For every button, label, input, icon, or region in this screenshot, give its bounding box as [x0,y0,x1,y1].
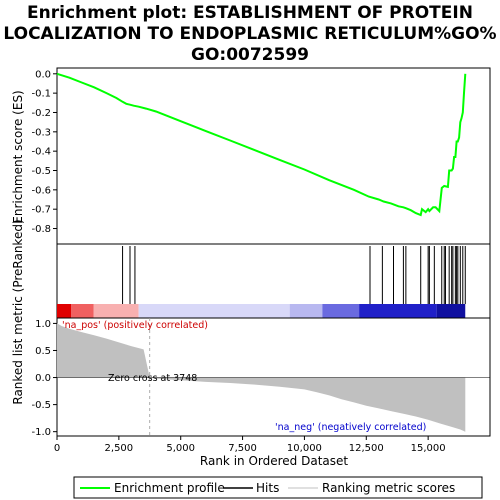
x-tick-label: 15,000 [411,443,446,454]
heatbar-segment [138,304,290,318]
es-y-ticks: 0.0 -0.1 -0.2 -0.3 -0.4 -0.5 -0.6 -0.7 -0.8 [31,69,57,235]
x-tick-label: 10,000 [287,443,322,454]
ranked-y-tick-label: 0.5 [35,346,51,357]
heatbar-segment [57,304,72,318]
ranked-y-tick-label: 0.0 [35,373,51,384]
es-y-tick-label: -0.2 [31,108,51,119]
hit-markers [122,246,466,304]
es-y-tick-label: -0.6 [31,185,51,196]
ranked-y-ticks: 1.0 0.5 0.0 -0.5 -1.0 [31,319,57,438]
zero-cross-label: Zero cross at 3748 [108,373,197,384]
es-y-tick-label: -0.5 [31,166,51,177]
x-tick-label: 2,500 [105,443,134,454]
x-tick-label: 12,500 [349,443,384,454]
heatbar-segment [93,304,139,318]
ranked-y-axis-label: Ranked list metric (PreRanked) [11,219,25,404]
heatbar-segment [71,304,94,318]
heatbar-segment [436,304,466,318]
legend-hits-label: Hits [256,481,279,495]
x-axis-ticks: 0 2,500 5,000 7,500 10,000 12,500 15,000 [54,436,446,454]
ranking-heatbar [57,304,466,318]
negative-correlation-label: 'na_neg' (negatively correlated) [275,422,426,433]
enrichment-profile-line [56,72,467,217]
ranked-y-tick-label: -0.5 [31,400,51,411]
es-y-tick-label: -0.4 [31,147,51,158]
legend-ranking-label: Ranking metric scores [322,481,455,495]
es-panel-frame [56,67,491,245]
es-y-axis-label: Enrichment score (ES) [11,90,25,223]
x-axis-label: Rank in Ordered Dataset [200,454,348,468]
es-y-tick-label: -0.1 [31,89,51,100]
legend-box [73,476,483,499]
heatbar-segment [322,304,360,318]
positive-correlation-label: 'na_pos' (positively correlated) [62,320,208,331]
legend-enrichment-label: Enrichment profile [114,481,225,495]
es-y-tick-label: 0.0 [35,69,51,80]
chart-title-line-3: GO:0072599 [191,45,309,65]
x-tick-label: 7,500 [228,443,257,454]
es-y-tick-label: -0.8 [31,224,51,235]
chart-title-line-2: LOCALIZATION TO ENDOPLASMIC RETICULUM%GO… [3,24,496,44]
chart-title-line-1: Enrichment plot: ESTABLISHMENT OF PROTEI… [27,3,473,23]
heatbar-segment [289,304,323,318]
es-y-tick-label: -0.3 [31,127,51,138]
es-y-tick-label: -0.7 [31,205,51,216]
x-tick-label: 0 [54,443,60,454]
ranked-y-tick-label: 1.0 [35,319,51,330]
x-tick-label: 5,000 [166,443,195,454]
heatbar-segment [359,304,437,318]
ranked-y-tick-label: -1.0 [31,427,51,438]
